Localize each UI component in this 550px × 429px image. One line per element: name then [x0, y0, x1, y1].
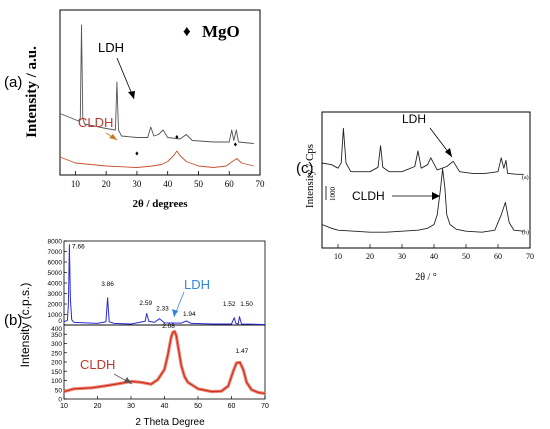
- chart-b-ldh-label: LDH: [184, 277, 210, 292]
- chart-b-upper-ytick-label: 1000: [48, 312, 63, 319]
- chart-c-xlabel: 2θ / °: [415, 272, 437, 283]
- chart-b-xtick-label: 50: [194, 403, 202, 410]
- chart-a-series-ldh: [59, 24, 254, 144]
- chart-a-series-cldh: [59, 150, 254, 168]
- chart-b-xlabel: 2 Theta Degree: [135, 417, 205, 428]
- chart-b-cldh-label: CLDH: [80, 357, 115, 372]
- chart-a-mgo-marker: ♦: [135, 150, 139, 158]
- chart-a-cldh-label: CLDH: [78, 115, 113, 130]
- chart-b-peak-label: 1.47: [236, 348, 249, 355]
- chart-a-mgo-marker: ♦: [234, 141, 238, 149]
- panel-label-b: (b): [4, 312, 23, 329]
- chart-a-xtick-label: 30: [132, 179, 142, 189]
- chart-b-series-ldh: [63, 244, 266, 325]
- chart-b-ylabel: Intensity (c.p.s.): [20, 283, 32, 368]
- chart-c-xtick-label: 60: [494, 252, 502, 261]
- chart-b-series-cldh: [63, 330, 266, 394]
- chart-c-series-a: [321, 127, 524, 175]
- chart-b-lower-ytick-label: 200: [51, 360, 62, 367]
- chart-a-cldh-arrowhead: [109, 134, 117, 140]
- chart-b-lower-ytick-label: 350: [51, 332, 62, 339]
- chart-c-xtick-label: 70: [526, 252, 534, 261]
- chart-b-peak-label: 1.52: [223, 301, 236, 308]
- chart-c-series-b: [321, 168, 524, 233]
- chart-b: 1000 2000 3000 4000 5000 6000 7000 8000 0 0 50 100 1…: [20, 239, 269, 429]
- chart-b-upper-ytick-label: 8000: [48, 239, 63, 246]
- chart-c-ldh-label: LDH: [402, 112, 426, 126]
- chart-b-peak-label: 2.33: [156, 305, 169, 312]
- chart-a-xtick-label: 60: [225, 179, 235, 189]
- chart-b-upper-ytick-label: 7000: [48, 249, 63, 256]
- chart-b-upper-ytick-label: 2000: [48, 302, 63, 309]
- chart-a: 10 20 30 40 50 60 70 Intensity / a.u. 2θ / deg…: [24, 9, 266, 210]
- chart-b-lower-ytick-label: 0: [58, 397, 62, 404]
- chart-b-xtick-label: 70: [261, 403, 269, 410]
- chart-b-upper-ytick-label: 6000: [48, 260, 63, 267]
- chart-c-ldh-arrowhead: [445, 148, 452, 157]
- chart-a-xtick-label: 40: [163, 179, 173, 189]
- chart-b-lower-ytick-label: 300: [51, 341, 62, 348]
- panel-label-a: (a): [4, 74, 23, 91]
- chart-a-mgo-marker: ♦: [175, 133, 179, 141]
- chart-c-ylabel: Intensity / Cps: [304, 144, 316, 208]
- chart-c-cldh-arrowhead: [432, 192, 440, 200]
- chart-b-xtick-label: 20: [94, 403, 102, 410]
- chart-b-lower-ytick-label: 100: [51, 378, 62, 385]
- chart-b-peak-label: 1.94: [183, 311, 196, 318]
- chart-a-frame: [59, 9, 261, 176]
- chart-b-upper-ytick-label: 3000: [48, 291, 63, 298]
- chart-b-lower-ytick-label: 250: [51, 350, 62, 357]
- chart-c-frame: [321, 111, 531, 249]
- chart-b-xtick-label: 30: [127, 403, 135, 410]
- chart-b-upper-ytick-label: 5000: [48, 270, 63, 277]
- chart-a-xtick-label: 20: [102, 179, 112, 189]
- chart-a-xlabel: 2θ / degrees: [132, 198, 188, 210]
- chart-b-lower-ytick-label: 150: [51, 369, 62, 376]
- chart-a-xtick-label: 70: [256, 179, 266, 189]
- chart-b-lower-ytick-label: 50: [55, 387, 63, 394]
- chart-c-xtick-label: 10: [334, 252, 342, 261]
- chart-b-ldh-arrowhead: [172, 309, 178, 317]
- chart-b-xtick-label: 10: [60, 403, 68, 410]
- chart-b-peak-label: 2.08: [162, 323, 175, 330]
- chart-b-peak-label: 7.66: [72, 243, 85, 250]
- chart-a-ldh-arrowhead: [128, 91, 135, 99]
- chart-b-xtick-label: 60: [228, 403, 236, 410]
- chart-a-legend-marker: ♦: [183, 24, 191, 40]
- chart-c-xtick-label: 50: [462, 252, 470, 261]
- chart-b-upper-frame: [63, 240, 266, 326]
- chart-c: 10 20 30 40 50 60 70 Intensity / Cps 2θ / ° 10…: [304, 111, 534, 283]
- chart-c-cldh-label: CLDH: [352, 189, 385, 203]
- chart-a-legend-label: MgO: [202, 22, 240, 41]
- chart-b-peak-label: 2.59: [139, 300, 152, 307]
- chart-a-xtick-label: 10: [71, 179, 81, 189]
- chart-c-series-b-label: (b): [522, 229, 529, 236]
- chart-c-xtick-label: 20: [366, 252, 374, 261]
- chart-b-upper-ytick-label: 4000: [48, 281, 63, 288]
- chart-b-xtick-label: 40: [161, 403, 169, 410]
- chart-c-xtick-label: 30: [398, 252, 406, 261]
- chart-a-ylabel: Intensity / a.u.: [24, 46, 40, 138]
- chart-b-peak-label: 3.86: [101, 281, 114, 288]
- chart-b-lower-ytick-label: 400: [51, 326, 62, 333]
- chart-c-series-a-label: (a): [522, 174, 529, 181]
- chart-a-ldh-label: LDH: [98, 40, 124, 55]
- chart-b-cldh-arrowhead: [124, 377, 132, 384]
- chart-b-upper-ytick-label: 0: [58, 318, 62, 325]
- chart-c-scalebar-label: 1000: [329, 187, 337, 202]
- chart-a-xtick-label: 50: [194, 179, 204, 189]
- chart-b-peak-label: 1.50: [240, 301, 253, 308]
- panel-label-c: (c): [296, 160, 314, 177]
- chart-c-xtick-label: 40: [430, 252, 438, 261]
